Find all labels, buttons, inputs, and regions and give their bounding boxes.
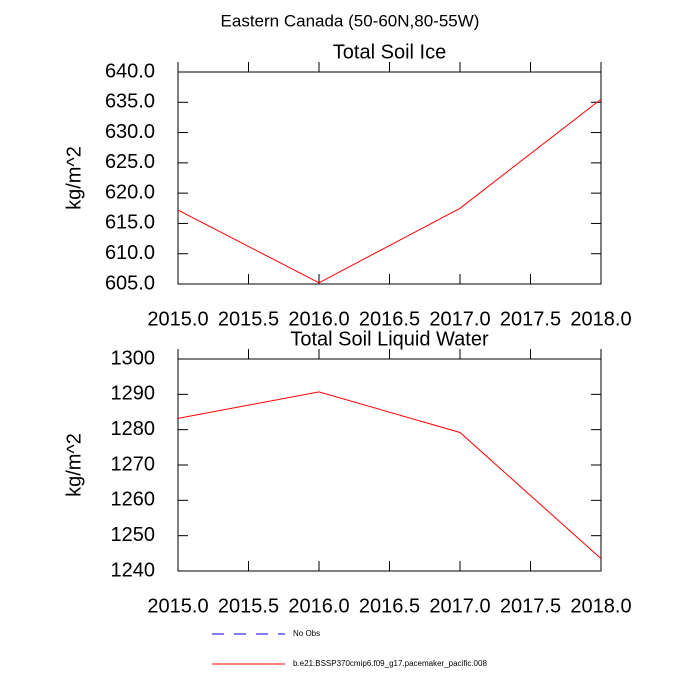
y-tick-label: 640.0 xyxy=(105,60,155,82)
y-axis-label: kg/m^2 xyxy=(63,433,85,497)
x-tick-label: 2018.0 xyxy=(570,308,631,330)
y-tick-label: 1240 xyxy=(111,559,156,581)
x-tick-label: 2015.0 xyxy=(147,308,208,330)
chart-title: Total Soil Liquid Water xyxy=(290,328,489,350)
y-tick-label: 605.0 xyxy=(105,272,155,294)
y-tick-label: 625.0 xyxy=(105,151,155,173)
x-tick-label: 2016.0 xyxy=(288,308,349,330)
x-tick-label: 2015.5 xyxy=(218,595,279,617)
y-tick-label: 1270 xyxy=(111,453,156,475)
x-tick-label: 2018.0 xyxy=(570,595,631,617)
plot-frame xyxy=(177,71,602,285)
y-axis-label: kg/m^2 xyxy=(63,146,85,210)
x-tick-label: 2017.0 xyxy=(429,595,490,617)
y-tick-label: 620.0 xyxy=(105,181,155,203)
chart-title: Total Soil Ice xyxy=(333,41,446,63)
y-tick-label: 1250 xyxy=(111,524,156,546)
x-tick-label: 2017.5 xyxy=(500,595,561,617)
x-tick-label: 2017.0 xyxy=(429,308,490,330)
page-title: Eastern Canada (50-60N,80-55W) xyxy=(221,11,480,30)
y-tick-label: 635.0 xyxy=(105,91,155,113)
data-line xyxy=(177,98,602,284)
legend-label: No Obs xyxy=(293,629,320,638)
x-tick-label: 2015.5 xyxy=(218,308,279,330)
x-tick-label: 2016.5 xyxy=(359,595,420,617)
y-tick-label: 1280 xyxy=(111,418,156,440)
x-tick-label: 2016.5 xyxy=(359,308,420,330)
y-tick-label: 1300 xyxy=(111,347,156,369)
x-tick-label: 2017.5 xyxy=(500,308,561,330)
y-tick-label: 1290 xyxy=(111,383,156,405)
x-tick-label: 2015.0 xyxy=(147,595,208,617)
data-line xyxy=(177,391,602,560)
y-tick-label: 630.0 xyxy=(105,121,155,143)
plot-frame xyxy=(177,358,602,572)
x-tick-label: 2016.0 xyxy=(288,595,349,617)
y-tick-label: 610.0 xyxy=(105,242,155,264)
legend-label: b.e21.BSSP370cmip6.f09_g17.pacemaker_pac… xyxy=(293,659,487,668)
y-tick-label: 615.0 xyxy=(105,212,155,234)
y-tick-label: 1260 xyxy=(111,489,156,511)
